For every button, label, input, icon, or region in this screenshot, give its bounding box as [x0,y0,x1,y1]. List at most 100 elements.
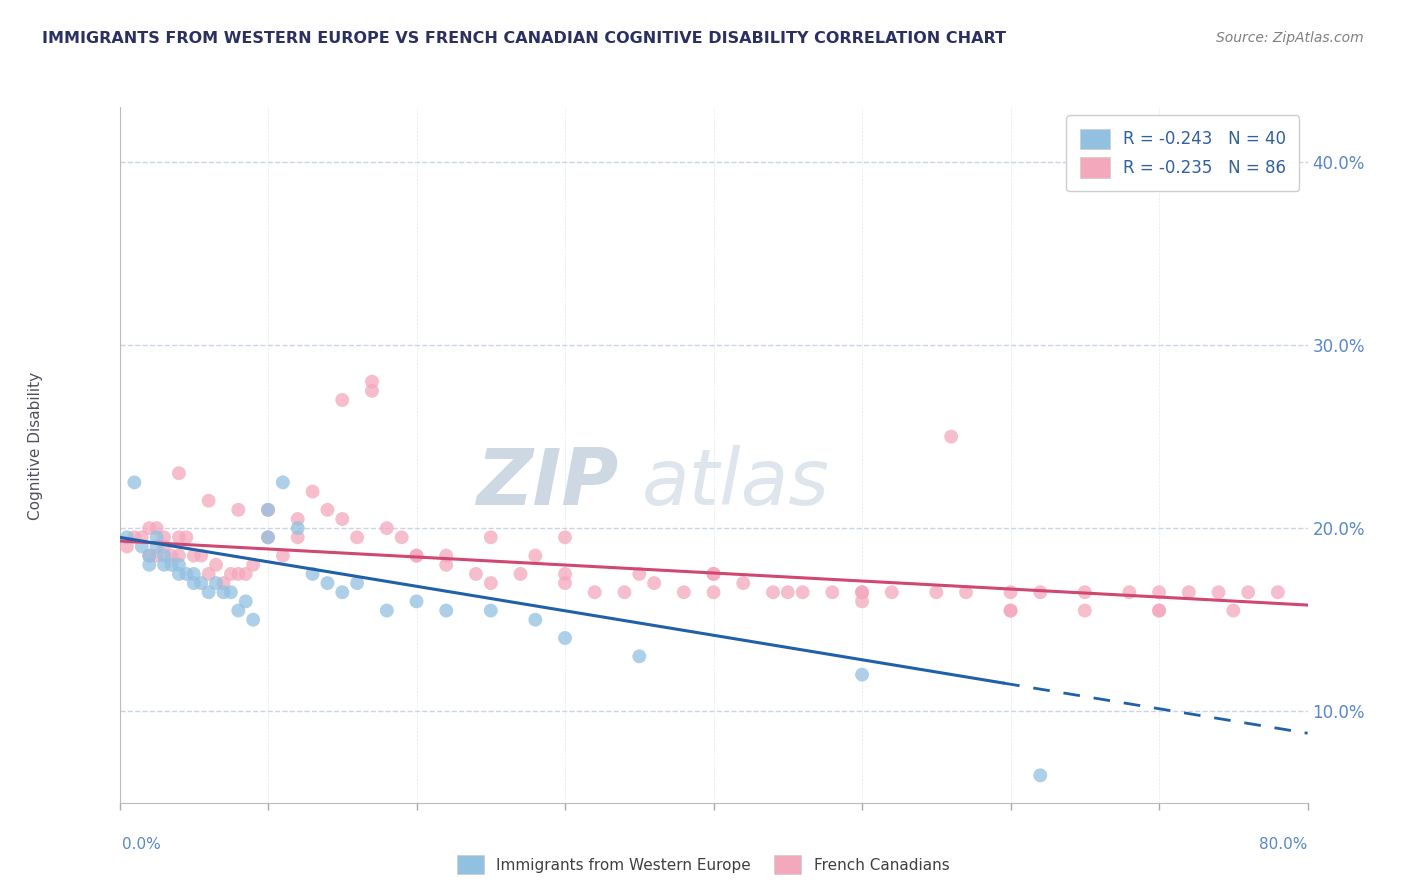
Point [702,566,725,581]
Point [197,566,219,581]
Point [880,585,903,599]
Point [153,549,176,563]
Point [145,540,167,554]
Point [405,549,427,563]
Point [554,530,576,544]
Point [464,566,486,581]
Point [776,585,799,599]
Text: IMMIGRANTS FROM WESTERN EUROPE VS FRENCH CANADIAN COGNITIVE DISABILITY CORRELATI: IMMIGRANTS FROM WESTERN EUROPE VS FRENCH… [42,31,1007,46]
Point [1074,603,1097,617]
Point [330,585,353,599]
Point [479,576,502,591]
Point [375,521,398,535]
Point [733,576,755,591]
Point [153,540,176,554]
Text: 80.0%: 80.0% [1260,837,1308,852]
Point [219,585,242,599]
Point [361,384,384,398]
Point [375,603,398,617]
Point [176,530,198,544]
Point [205,576,228,591]
Point [153,558,176,572]
Point [205,558,228,572]
Point [330,392,353,407]
Point [361,375,384,389]
Point [167,549,190,563]
Point [131,540,153,554]
Point [405,594,427,608]
Point [190,576,212,591]
Point [160,549,183,563]
Point [509,566,531,581]
Point [1029,768,1052,782]
Text: Cognitive Disability: Cognitive Disability [28,372,42,520]
Point [124,530,146,544]
Point [1267,585,1289,599]
Point [271,475,294,490]
Point [190,549,212,563]
Point [1237,585,1260,599]
Point [145,521,167,535]
Point [197,493,219,508]
Point [583,585,606,599]
Point [762,585,785,599]
Point [1147,603,1170,617]
Point [287,512,309,526]
Point [287,530,309,544]
Point [167,467,190,481]
Point [346,530,368,544]
Point [628,566,651,581]
Text: Source: ZipAtlas.com: Source: ZipAtlas.com [1216,31,1364,45]
Point [643,576,665,591]
Point [257,503,280,517]
Point [138,521,160,535]
Point [524,549,547,563]
Point [1222,603,1244,617]
Point [115,530,138,544]
Point [1000,585,1022,599]
Point [851,594,873,608]
Point [1000,603,1022,617]
Point [212,585,235,599]
Point [851,667,873,681]
Point [145,549,167,563]
Point [138,549,160,563]
Point [479,530,502,544]
Point [183,566,205,581]
Point [1147,585,1170,599]
Point [330,512,353,526]
Point [434,558,457,572]
Point [434,603,457,617]
Point [1147,603,1170,617]
Point [183,549,205,563]
Point [346,576,368,591]
Point [391,530,413,544]
Point [479,603,502,617]
Point [167,558,190,572]
Point [235,566,257,581]
Point [628,649,651,664]
Point [672,585,695,599]
Point [228,603,250,617]
Point [301,484,323,499]
Point [434,549,457,563]
Point [257,530,280,544]
Point [925,585,948,599]
Point [167,566,190,581]
Point [524,613,547,627]
Point [792,585,814,599]
Point [228,566,250,581]
Point [851,585,873,599]
Point [124,475,146,490]
Point [138,549,160,563]
Point [160,558,183,572]
Text: ZIP: ZIP [477,445,619,521]
Point [1029,585,1052,599]
Point [301,566,323,581]
Point [167,530,190,544]
Point [271,549,294,563]
Point [702,566,725,581]
Point [405,549,427,563]
Point [554,631,576,645]
Point [115,540,138,554]
